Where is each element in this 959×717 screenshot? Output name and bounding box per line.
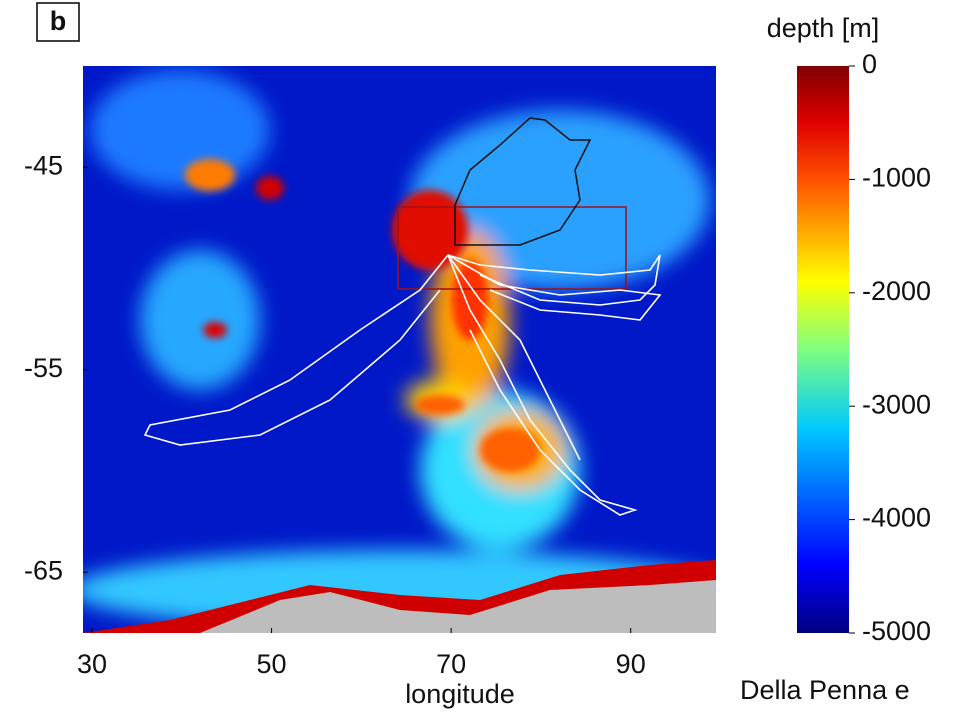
- y-tick-label: -45: [24, 150, 63, 180]
- x-tick-label: 90: [616, 649, 646, 679]
- colorbar-tick-label: -5000: [862, 616, 931, 646]
- colorbar-tick-label: 0: [862, 49, 877, 79]
- colorbar-tick-label: -3000: [862, 389, 931, 419]
- colorbar-tick-label: -1000: [862, 163, 931, 193]
- colorbar: [797, 66, 849, 633]
- panel-label: b: [50, 6, 67, 36]
- credit: Della Penna e: [740, 675, 910, 705]
- x-tick-label: 30: [77, 649, 107, 679]
- y-tick-label: -65: [24, 555, 63, 585]
- x-tick-label: 50: [257, 649, 287, 679]
- colorbar-tick-label: -4000: [862, 503, 931, 533]
- colorbar-title: depth [m]: [767, 13, 880, 43]
- colorbar-tick-label: -2000: [862, 276, 931, 306]
- figure: b: [0, 0, 959, 712]
- x-tick-label: 70: [436, 649, 466, 679]
- bathymetry-map: [70, 66, 730, 633]
- x-axis-label: longitude: [405, 679, 515, 709]
- y-tick-label: -55: [24, 353, 63, 383]
